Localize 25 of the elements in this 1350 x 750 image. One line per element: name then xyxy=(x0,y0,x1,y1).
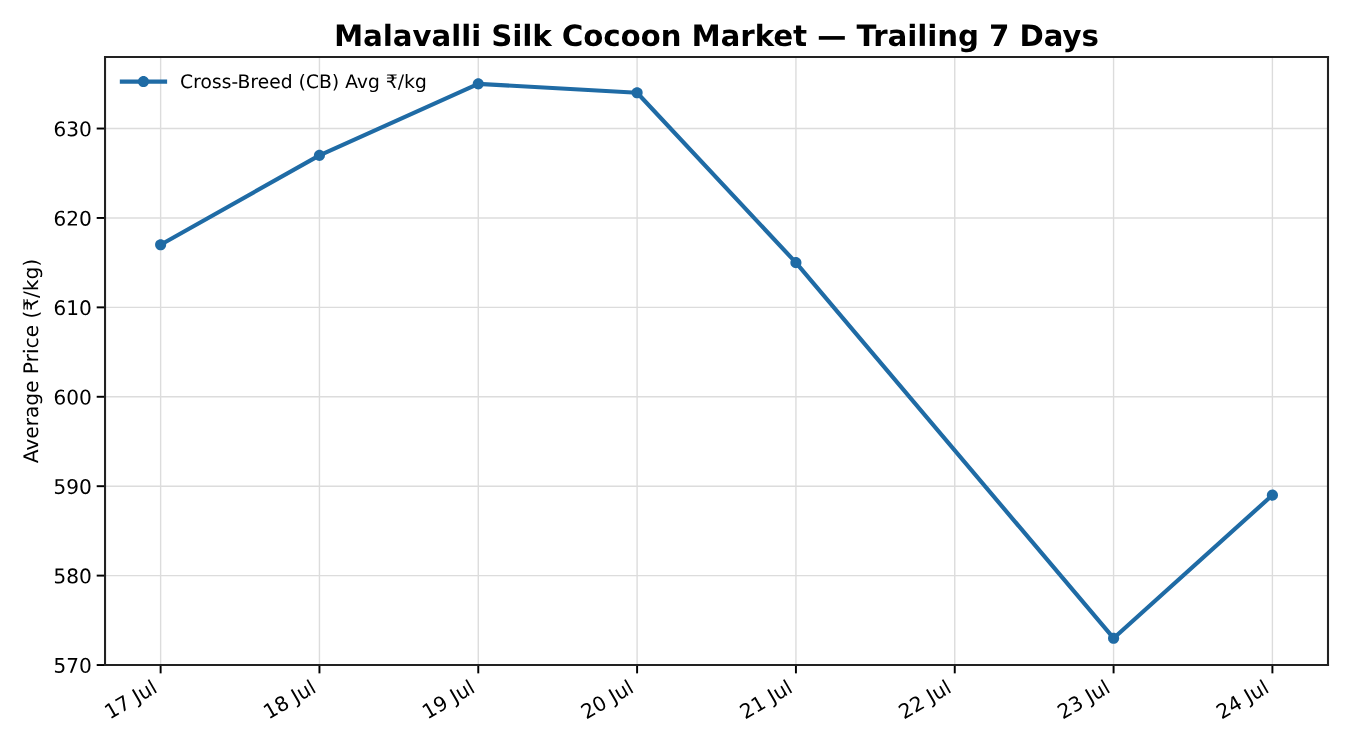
point xyxy=(313,149,325,161)
point xyxy=(631,87,643,99)
y-axis-title: Average Price (₹/kg) xyxy=(22,260,43,464)
chart-title: Malavalli Silk Cocoon Market — Trailing 7 Days xyxy=(336,23,1098,53)
x-tick-label: 18 Jul xyxy=(262,679,318,723)
point xyxy=(790,257,802,269)
y-tick-label: 590 xyxy=(54,478,91,495)
x-tick-label: 21 Jul xyxy=(738,679,795,723)
point xyxy=(1266,489,1278,501)
x-tick-label: 17 Jul xyxy=(104,679,159,723)
point xyxy=(472,78,484,90)
point xyxy=(1108,632,1120,644)
x-tick-label: 20 Jul xyxy=(579,679,636,723)
legend-label: Cross-Breed (CB) Avg ₹/kg xyxy=(181,73,426,93)
y-tick-label: 620 xyxy=(54,210,91,226)
x-tick-label: 23 Jul xyxy=(1056,679,1112,723)
y-tick-label: 630 xyxy=(54,121,91,137)
y-tick-label: 580 xyxy=(54,568,91,584)
x-tick-label: 22 Jul xyxy=(897,679,954,723)
y-tick-label: 600 xyxy=(54,389,91,405)
point xyxy=(155,239,167,251)
x-tick-label: 24 Jul xyxy=(1215,679,1271,723)
x-tick-label: 19 Jul xyxy=(421,679,477,723)
y-tick-label: 570 xyxy=(54,657,91,673)
y-tick-label: 610 xyxy=(54,300,91,316)
